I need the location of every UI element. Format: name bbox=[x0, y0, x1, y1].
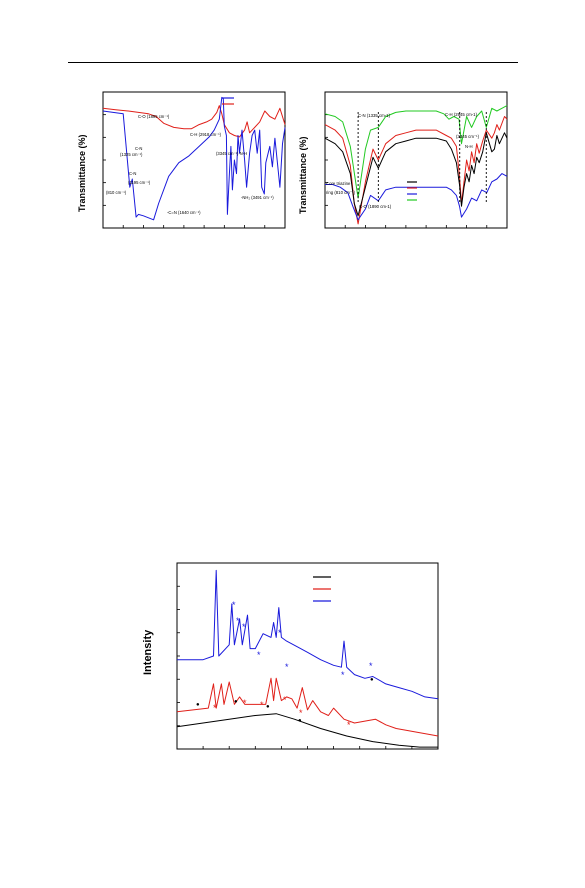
annotation: (810 cm⁻¹) bbox=[106, 190, 127, 195]
peak-marker-dot: ● bbox=[370, 677, 374, 683]
peak-marker-dot: ● bbox=[298, 718, 302, 724]
plot-frame bbox=[102, 91, 286, 229]
annotation: (1195 cm⁻¹) bbox=[128, 180, 151, 185]
peak-marker-star: * bbox=[257, 650, 261, 660]
peak-marker-star: * bbox=[369, 661, 373, 671]
annotation: (1325 cm⁻¹) bbox=[120, 152, 143, 157]
peak-marker-star: * bbox=[283, 695, 287, 705]
peak-marker-star: * bbox=[260, 700, 264, 710]
peak-marker-star: * bbox=[243, 698, 247, 708]
plot-area: ********* * * ***● ●●●● bbox=[176, 562, 439, 750]
series-line-1 bbox=[176, 677, 439, 737]
annotation: C-N bbox=[135, 146, 142, 151]
annotation: C-N bbox=[129, 171, 136, 176]
annotation: C-O (1895 cm⁻¹) bbox=[138, 114, 170, 119]
xrd-chart: Intensity * * * * * * * * * * * * * * ● ● ● ● ● bbox=[140, 558, 445, 763]
annotation: C-O (1890 cm-1) bbox=[359, 204, 392, 209]
series-line-1 bbox=[324, 116, 508, 225]
peak-marker-star: * bbox=[347, 720, 351, 730]
series-line-2 bbox=[177, 569, 439, 700]
annotation: (3345 cm⁻¹) bbox=[456, 134, 480, 139]
peak-marker-star: * bbox=[278, 628, 282, 638]
series-line-0 bbox=[324, 105, 508, 199]
peak-marker-star: * bbox=[213, 703, 217, 713]
annotation: C-H (2945 cm-1) bbox=[445, 112, 478, 117]
ftir-chart-left: Transmittance (%) C-O (1895 cm⁻¹) C-H (29… bbox=[70, 88, 290, 238]
peak-marker-dot: ● bbox=[266, 704, 270, 710]
peak-marker-dot: ● bbox=[234, 699, 238, 705]
series-line-0 bbox=[176, 713, 438, 748]
annotation: N-H bbox=[465, 144, 473, 149]
peak-marker-dot: ● bbox=[196, 702, 200, 708]
annotation: -C=N (1640 cm⁻¹) bbox=[167, 210, 201, 215]
annotation: Core triazine bbox=[326, 181, 351, 186]
peak-marker-star: * bbox=[236, 616, 240, 626]
peak-marker-star: * bbox=[285, 662, 289, 672]
peak-marker-star: * bbox=[341, 670, 345, 680]
annotation: C-N (1335 cm-1) bbox=[358, 113, 391, 118]
annotation: C-H (2918 cm⁻¹) bbox=[190, 132, 222, 137]
header-rule bbox=[68, 62, 518, 63]
plot-area: C-N (1335 cm-1) C-H (2945 cm-1) (3345 cm⁻¹… bbox=[324, 91, 508, 229]
series-line-1 bbox=[102, 96, 286, 221]
plot-area: C-O (1895 cm⁻¹)C-H (2918 cm⁻¹)C-N(1325 c… bbox=[102, 91, 286, 229]
series-line-3 bbox=[325, 173, 508, 221]
ftir-chart-right: Transmittance (%) C-N (1335 cm-1) C-H (29… bbox=[295, 88, 525, 238]
peak-marker-star: * bbox=[242, 622, 246, 632]
peak-marker-star: * bbox=[299, 708, 303, 718]
annotation: -NH₂ (3491 cm⁻¹) bbox=[241, 195, 274, 200]
series-line-2 bbox=[324, 132, 508, 217]
peak-marker-star: * bbox=[232, 600, 236, 610]
annotation: (3345 cm⁻¹) N-H bbox=[216, 151, 247, 156]
annotation: ring (810 cm⁻¹) bbox=[326, 190, 356, 195]
